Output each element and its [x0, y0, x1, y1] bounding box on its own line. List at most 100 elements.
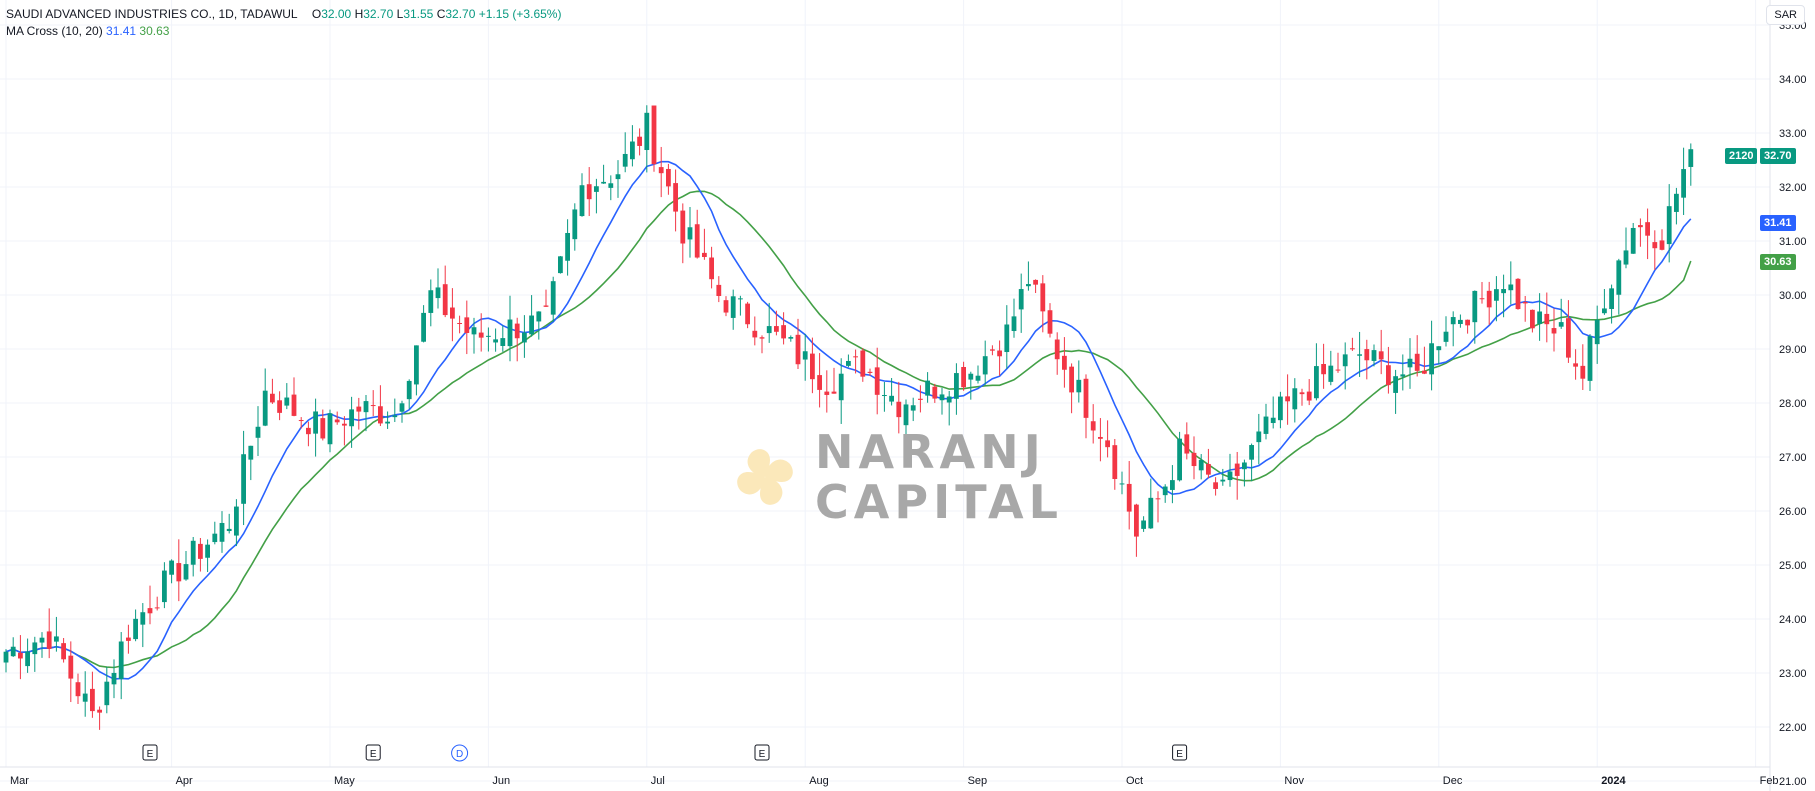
change-value: +1.15 (+3.65%): [478, 7, 562, 21]
y-axis[interactable]: 35.0034.0033.0032.0031.0030.0029.0028.00…: [1779, 20, 1807, 788]
axis-frame: [0, 0, 1771, 791]
candle-body: [1450, 317, 1456, 325]
candle-body: [1393, 376, 1398, 393]
y-tick-label: 29.00: [1779, 344, 1807, 356]
candle-body: [219, 522, 225, 542]
candle-body: [1314, 366, 1319, 399]
candle-body: [586, 184, 592, 200]
candle-body: [1544, 313, 1550, 325]
candle-body: [234, 506, 239, 536]
candle-body: [1515, 278, 1521, 310]
candle-body: [421, 312, 426, 342]
volume-badge: 2120: [1725, 148, 1758, 164]
candle-body: [1011, 316, 1017, 332]
candle-body: [1227, 471, 1233, 481]
candle-body: [846, 360, 851, 366]
x-axis[interactable]: MarAprMayJunJulAugSepOctNovDec2024FebMar: [10, 775, 1815, 787]
candle-body: [140, 612, 146, 625]
candles: [3, 105, 1694, 730]
close-value: 32.70: [445, 7, 476, 21]
candle-body: [104, 681, 110, 706]
y-tick-label: 28.00: [1779, 398, 1807, 410]
candle-body: [450, 307, 455, 319]
candle-body: [644, 112, 650, 151]
currency-button[interactable]: SAR: [1766, 5, 1805, 25]
candle-body: [1270, 417, 1276, 424]
candle-body: [658, 167, 664, 174]
candle-body: [356, 406, 362, 412]
y-tick-label: 32.00: [1779, 182, 1807, 194]
candle-body: [1400, 374, 1406, 377]
candle-body: [550, 281, 556, 315]
candle-body: [853, 356, 858, 358]
candle-body: [1350, 348, 1355, 350]
symbol-legend[interactable]: SAUDI ADVANCED INDUSTRIES CO., 1D, TADAW…: [6, 7, 561, 21]
candle-body: [1328, 365, 1334, 382]
candle-body: [198, 543, 203, 559]
candle-body: [831, 391, 837, 394]
ma-fast-value: 31.41: [106, 24, 137, 38]
candle-body: [1638, 225, 1643, 228]
ma-fast-line: [5, 160, 1692, 680]
candle-body: [766, 326, 772, 334]
candle-body: [903, 404, 909, 426]
candle-body: [1371, 350, 1377, 361]
candle-body: [385, 421, 390, 424]
candle-body: [1674, 193, 1679, 212]
candle-body: [1249, 445, 1254, 460]
candle-body: [601, 181, 606, 184]
candle-body: [1134, 504, 1139, 537]
candle-body: [1551, 328, 1557, 334]
candle-body: [25, 651, 30, 667]
candle-body: [399, 403, 405, 412]
x-tick-label: Feb: [1760, 775, 1779, 787]
candle-body: [1472, 290, 1478, 323]
candle-body: [615, 174, 621, 180]
candle-body: [75, 682, 81, 697]
candle-body: [493, 339, 498, 343]
candle-body: [54, 636, 59, 642]
candle-body: [298, 420, 304, 422]
ma-legend[interactable]: MA Cross (10, 20) 31.41 30.63: [6, 24, 169, 38]
event-label: E: [147, 749, 154, 760]
candle-body: [370, 405, 376, 407]
candle-body: [738, 298, 743, 300]
symbol-title: SAUDI ADVANCED INDUSTRIES CO., 1D, TADAW…: [6, 7, 298, 21]
candle-body: [205, 544, 210, 558]
last-price-badge: 32.70: [1760, 148, 1796, 164]
candle-body: [1184, 434, 1190, 454]
candle-body: [1170, 480, 1175, 490]
y-tick-label: 31.00: [1779, 236, 1807, 248]
candle-body: [1609, 288, 1614, 310]
candle-body: [946, 396, 952, 403]
candle-body: [435, 287, 441, 299]
candle-body: [788, 337, 794, 339]
candle-body: [118, 641, 124, 680]
x-tick-label: Mar: [10, 775, 29, 787]
candle-body: [1083, 378, 1089, 418]
candle-body: [270, 393, 275, 403]
candle-body: [1256, 431, 1262, 443]
candle-body: [241, 454, 246, 504]
candle-body: [284, 397, 290, 406]
candle-body: [810, 353, 815, 380]
y-tick-label: 21.00: [1779, 776, 1807, 788]
candle-body: [1530, 309, 1535, 329]
candle-body: [1263, 416, 1269, 434]
candle-body: [925, 380, 930, 396]
candle-body: [1573, 363, 1578, 367]
y-tick-label: 23.00: [1779, 668, 1807, 680]
candle-body: [630, 141, 635, 160]
candle-body: [1443, 331, 1449, 342]
candle-body: [1479, 298, 1485, 300]
candle-body: [954, 373, 959, 399]
candle-body: [608, 183, 614, 188]
candle-body: [478, 332, 484, 338]
candle-body: [1422, 370, 1427, 374]
candle-body: [486, 335, 491, 337]
event-label: E: [370, 749, 377, 760]
x-tick-label: 2024: [1601, 775, 1626, 787]
candle-body: [291, 394, 297, 416]
y-tick-label: 33.00: [1779, 128, 1807, 140]
